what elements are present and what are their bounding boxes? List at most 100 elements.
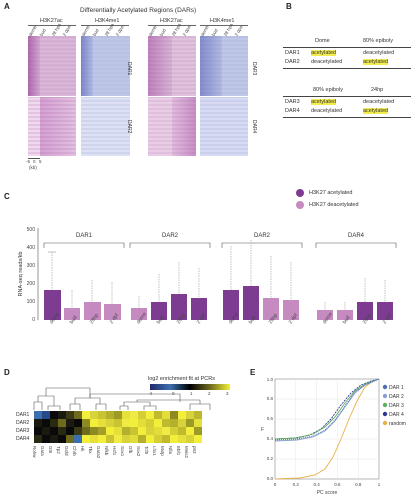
y-tick: 400: [27, 245, 36, 251]
box: [337, 310, 353, 320]
e-x-tick: 0.8: [355, 482, 362, 487]
box: [263, 298, 279, 320]
table2-rule-bottom: [283, 117, 411, 118]
group-label-dar2: DAR2: [162, 233, 179, 239]
box: [171, 294, 187, 320]
region-label-dar2: DAR2: [126, 120, 132, 134]
axis-tick: 5: [39, 159, 42, 164]
legend-dot-dar1: [382, 384, 388, 390]
colorbar-tick: -4: [148, 391, 153, 396]
e-y-label: F: [261, 427, 264, 433]
legend-label-dar4: DAR 4: [389, 412, 404, 418]
group-label-dar4: DAR4: [348, 233, 365, 239]
axis-tick: 0: [33, 159, 36, 164]
e-x-label: PC score: [317, 490, 338, 496]
table1-header-col2: 80% epiboly: [363, 38, 393, 44]
heatmap-column-label: Gata: [40, 446, 45, 456]
panel-b-label: B: [286, 2, 292, 11]
heatmap-column-label: Gfb: [128, 446, 133, 454]
table1-row2-col2: acetylated: [363, 59, 389, 65]
heatmap-row-dar2: [34, 419, 202, 427]
e-y-tick: 1.0: [267, 377, 274, 382]
legend-dot-dar2: [382, 393, 388, 399]
table2-row2-col1: deacetylated: [311, 108, 343, 114]
heatmap-dar3-dar4: [148, 36, 248, 156]
panel-d-heatmap: [34, 411, 202, 443]
colorbar-tick: 1: [190, 391, 193, 396]
panel-a-right-header-h3k4me1: H3K4me1: [210, 18, 235, 24]
heatmap-row-dar3: [34, 427, 202, 435]
box: [44, 290, 61, 320]
heatmap-row-dar4: [34, 435, 202, 443]
heatmap-dar1-dar2: [28, 36, 130, 156]
group-label-dar3: DAR2: [254, 233, 271, 239]
boxplot-group-4: [317, 278, 393, 320]
axis-tick: -5: [26, 159, 31, 164]
group-bracket-1: [43, 242, 125, 248]
e-y-tick: 0.4: [267, 436, 274, 441]
y-tick: 500: [27, 227, 36, 233]
panel-e-label: E: [250, 368, 256, 377]
table1-rule-bottom: [283, 68, 411, 69]
x-label: 2 dpf: [196, 312, 208, 325]
x-label: 28hp: [89, 312, 100, 325]
cdf-curve-dar3: [274, 378, 380, 440]
x-label: 28hp: [268, 312, 279, 325]
region-label-dar3: DAR3: [251, 62, 257, 76]
e-y-tick: 0.6: [267, 416, 274, 421]
table1-row2-col1: deacetylated: [311, 59, 343, 65]
table1-header-col1: Dome: [315, 38, 330, 44]
legend-label-random: random: [389, 421, 406, 427]
box: [131, 308, 147, 320]
panel-a-right-header-h3k27ac: H3K27ac: [160, 18, 183, 24]
box: [64, 308, 80, 320]
cdf-curve-dar2: [274, 378, 380, 442]
box: [283, 300, 299, 320]
x-label: 28hp: [176, 312, 187, 325]
box: [357, 302, 373, 320]
legend-deacetylated-label: H3K27 deacetylated: [309, 202, 359, 208]
group-label-dar1: DAR1: [76, 233, 93, 239]
heatmap-column-label: Ebf1: [176, 446, 181, 456]
panel-a-label: A: [4, 2, 10, 11]
x-label: 2 dpf: [109, 312, 121, 325]
table2-row1-col1: acetylated: [311, 99, 337, 105]
table2-row2-col2: acetylated: [363, 108, 389, 114]
table2-row2-label: DAR4: [285, 108, 300, 114]
heatmap-row-dar1: [34, 411, 202, 419]
box: [317, 310, 333, 320]
legend-acetylated-label: H3K27 acetylated: [309, 190, 353, 196]
panel-a-left-header-h3k27ac: H3K27ac: [40, 18, 63, 24]
heatmap-column-label: Gt5: [48, 446, 53, 454]
y-tick: 0: [32, 317, 35, 323]
x-label: bud: [248, 315, 258, 325]
heatmap-row-label-dar1: DAR1: [16, 412, 30, 418]
group-bracket-3: [221, 242, 303, 248]
e-y-tick: 0.0: [267, 476, 274, 481]
heatmap-column-label: Hk: [80, 446, 85, 452]
x-label: 2 dpf: [382, 312, 394, 325]
heatmap-column-label: Mxtp: [160, 446, 165, 456]
heatmap-column-label: Chrb: [72, 446, 77, 456]
region-label-dar1: DAR1: [126, 62, 132, 76]
heatmap-row-label-dar2: DAR2: [16, 420, 30, 426]
heatmap-column-label: Gsfd: [64, 446, 69, 456]
e-x-tick: 0.6: [334, 482, 341, 487]
e-y-tick: 0.2: [267, 456, 274, 461]
box: [104, 304, 121, 320]
cdf-curve-dar4: [274, 378, 380, 440]
heatmap-column-label: Nfia: [168, 446, 173, 455]
heatmap-column-label: Meis2: [184, 446, 189, 459]
cdf-chart: 0.0 0.2 0.4 0.6 0.8 1.0 F 0 0.2 0.4 0.6 …: [261, 377, 406, 496]
heatmap-column-label: Sox1: [120, 446, 125, 457]
e-x-tick: 0: [274, 482, 277, 487]
panel-d-label: D: [4, 368, 10, 377]
table2-row1-col2: deacetylated: [363, 99, 395, 105]
heatmap-column-label: Rohw: [32, 446, 37, 458]
boxplot-y-label: RNA-seq reads/kb: [18, 252, 24, 297]
heatmap-row-label-dar4: DAR4: [16, 436, 30, 442]
x-label: 2 dpf: [288, 312, 300, 325]
heatmap-column-label: Nfkb: [104, 446, 109, 456]
x-label: bud: [156, 315, 166, 325]
colorbar-tick: 2: [208, 391, 211, 396]
